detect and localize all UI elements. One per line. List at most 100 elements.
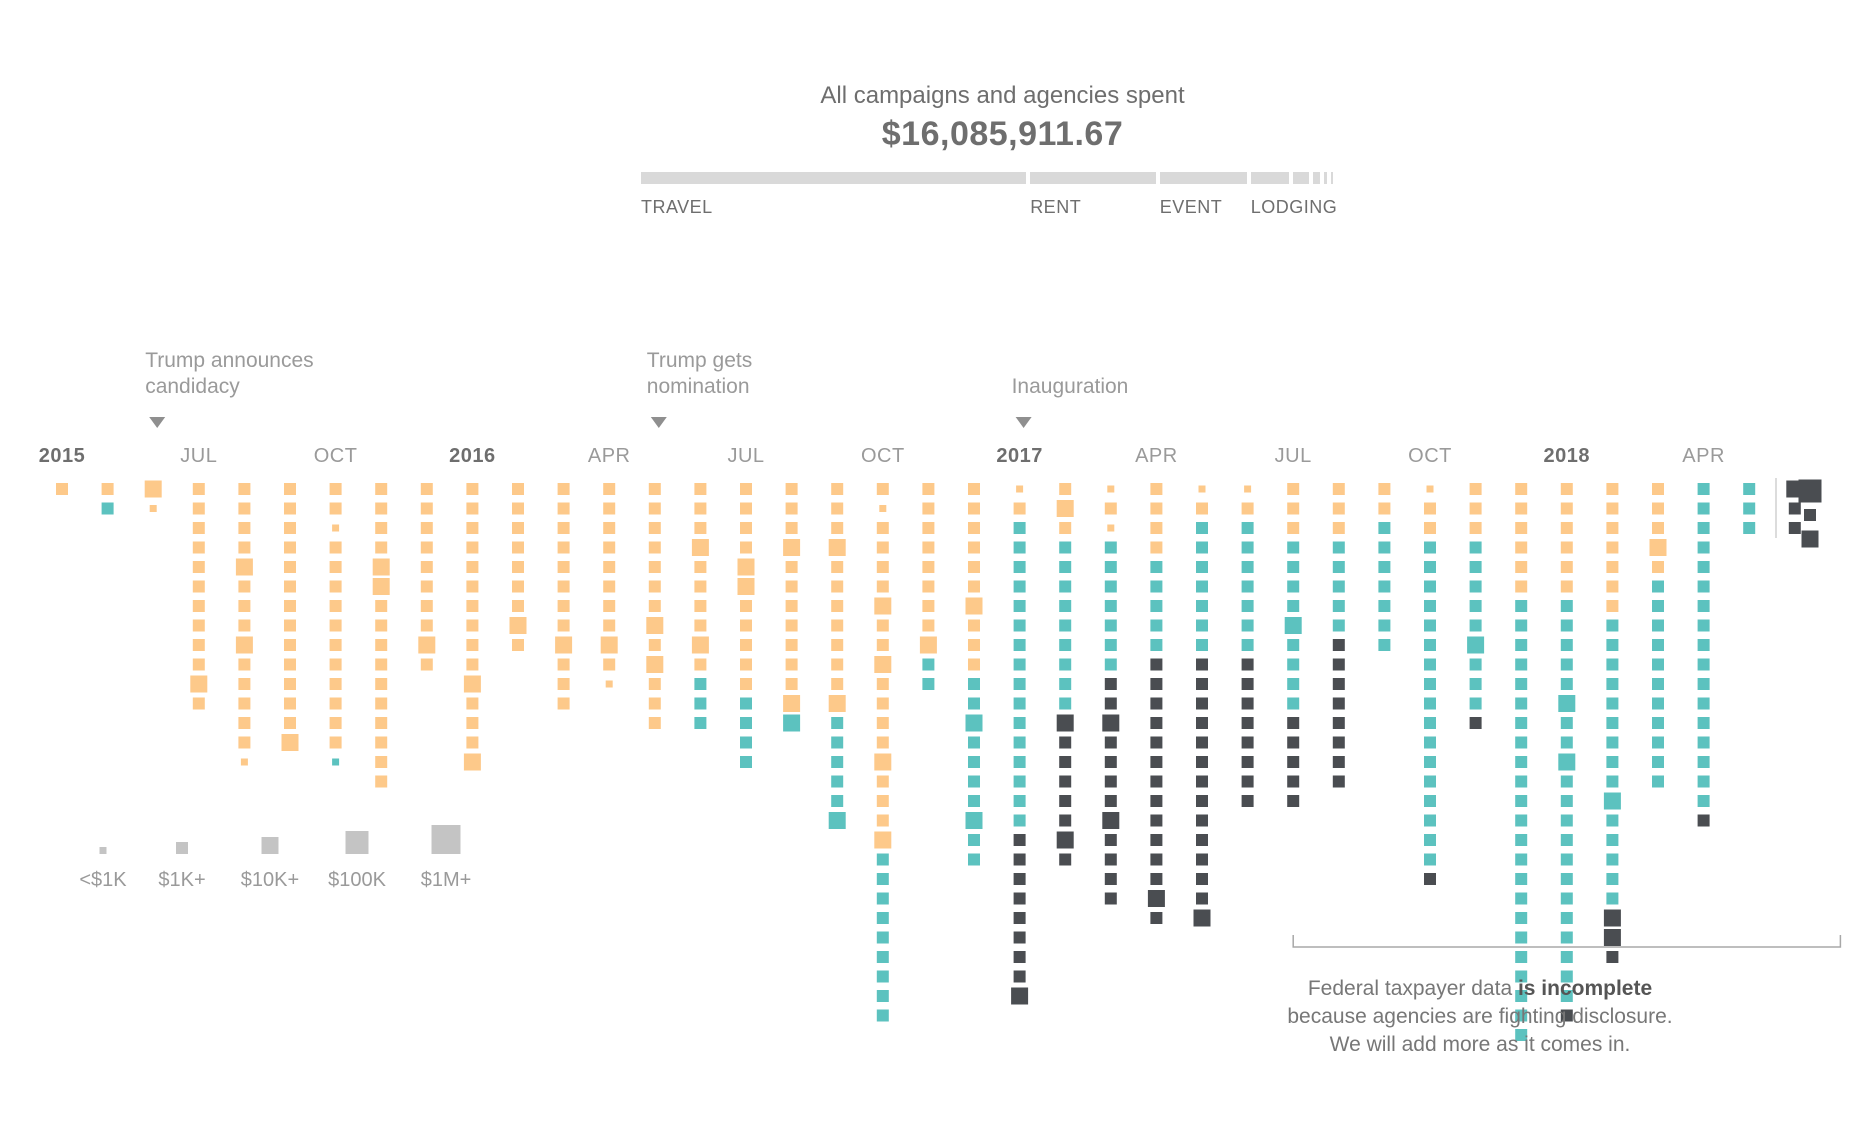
spend-square xyxy=(740,600,752,612)
spend-square xyxy=(1560,892,1573,905)
spend-square xyxy=(740,502,752,515)
spend-square xyxy=(874,597,892,615)
spend-square xyxy=(1241,775,1254,788)
spend-square xyxy=(284,678,296,690)
spend-square xyxy=(1560,600,1573,612)
spend-square xyxy=(235,558,253,576)
spend-square xyxy=(1013,775,1026,788)
spend-square xyxy=(463,675,481,693)
spend-square xyxy=(648,678,661,690)
size-legend-label: $10K+ xyxy=(241,869,299,891)
spend-square xyxy=(876,873,889,885)
note-line1-bold: is incomplete xyxy=(1517,977,1653,1000)
spend-square xyxy=(1287,483,1300,495)
spend-square xyxy=(284,658,296,671)
spend-square xyxy=(922,541,935,554)
spend-square xyxy=(420,502,433,515)
spend-square xyxy=(828,539,846,556)
spend-square xyxy=(968,756,980,768)
spend-square xyxy=(1424,619,1436,632)
spend-square xyxy=(375,658,388,671)
spend-square xyxy=(1515,775,1528,788)
spend-square xyxy=(420,561,433,573)
spend-square xyxy=(1469,600,1482,612)
spend-square xyxy=(1697,580,1710,593)
spend-square xyxy=(1059,580,1072,593)
spend-square xyxy=(968,502,980,515)
spend-square xyxy=(1606,619,1619,632)
spend-square xyxy=(831,678,844,690)
spend-square xyxy=(149,505,157,512)
spend-square xyxy=(1652,619,1664,632)
spend-square xyxy=(1059,814,1072,827)
spend-square xyxy=(603,580,616,593)
size-legend-square xyxy=(99,847,107,854)
spend-square xyxy=(466,580,479,593)
key-square xyxy=(1798,479,1822,503)
spend-square xyxy=(648,561,661,573)
spend-square xyxy=(56,483,68,495)
annotation-marker-icon xyxy=(650,417,667,428)
spend-square xyxy=(512,580,524,593)
spend-square xyxy=(1150,541,1163,554)
annotation-label: nomination xyxy=(647,375,750,398)
spend-square xyxy=(876,912,889,924)
summary-header: All campaigns and agencies spent $16,085… xyxy=(0,0,1872,230)
spend-square xyxy=(694,678,707,690)
spend-square xyxy=(1107,485,1115,493)
spend-square xyxy=(420,600,433,612)
spend-square xyxy=(1241,619,1254,632)
size-legend-square xyxy=(345,831,369,854)
spend-square xyxy=(694,580,707,593)
axis-tick-label: APR xyxy=(588,445,631,467)
spend-square xyxy=(1104,600,1117,612)
spend-square xyxy=(329,619,342,632)
spend-square xyxy=(1697,619,1710,632)
spend-square xyxy=(1013,912,1026,924)
spend-square xyxy=(785,502,798,515)
spend-square xyxy=(831,795,844,807)
spend-square xyxy=(1652,483,1664,495)
spend-square xyxy=(1560,990,1573,1002)
spend-square xyxy=(1652,775,1664,788)
spend-square xyxy=(603,483,616,495)
spend-square xyxy=(557,678,570,690)
spend-square xyxy=(1013,853,1026,866)
spend-square xyxy=(1241,658,1254,671)
spend-square xyxy=(329,580,342,593)
spend-square xyxy=(1697,814,1710,827)
spend-square xyxy=(1013,814,1026,827)
spend-square xyxy=(1697,775,1710,788)
spend-square xyxy=(329,697,342,710)
spend-square xyxy=(1196,600,1208,612)
spend-square xyxy=(1013,834,1026,846)
spend-square xyxy=(646,656,664,673)
spend-square xyxy=(557,600,570,612)
spend-square xyxy=(603,502,616,515)
category-segment xyxy=(1313,172,1320,184)
spend-square xyxy=(968,522,980,534)
spend-square xyxy=(1150,873,1163,885)
spend-square xyxy=(1196,639,1208,651)
spend-square xyxy=(1515,892,1528,905)
spend-square xyxy=(603,561,616,573)
spend-square xyxy=(1287,717,1300,729)
spend-square xyxy=(1378,483,1391,495)
size-legend-label: $1M+ xyxy=(421,869,472,891)
spend-square xyxy=(1013,561,1026,573)
spend-square xyxy=(1147,890,1165,907)
spend-square xyxy=(1332,639,1345,651)
spend-square xyxy=(1287,678,1300,690)
spend-square xyxy=(831,502,844,515)
spend-square xyxy=(603,619,616,632)
spend-square xyxy=(1059,483,1072,495)
spend-square xyxy=(1560,912,1573,924)
spend-square xyxy=(922,619,935,632)
spend-square xyxy=(1743,502,1756,515)
spend-square xyxy=(509,617,527,634)
spend-square xyxy=(1378,639,1391,651)
spend-square xyxy=(1056,500,1074,517)
spend-square xyxy=(1104,834,1117,846)
spend-square xyxy=(965,597,983,615)
spend-square xyxy=(1652,522,1664,534)
